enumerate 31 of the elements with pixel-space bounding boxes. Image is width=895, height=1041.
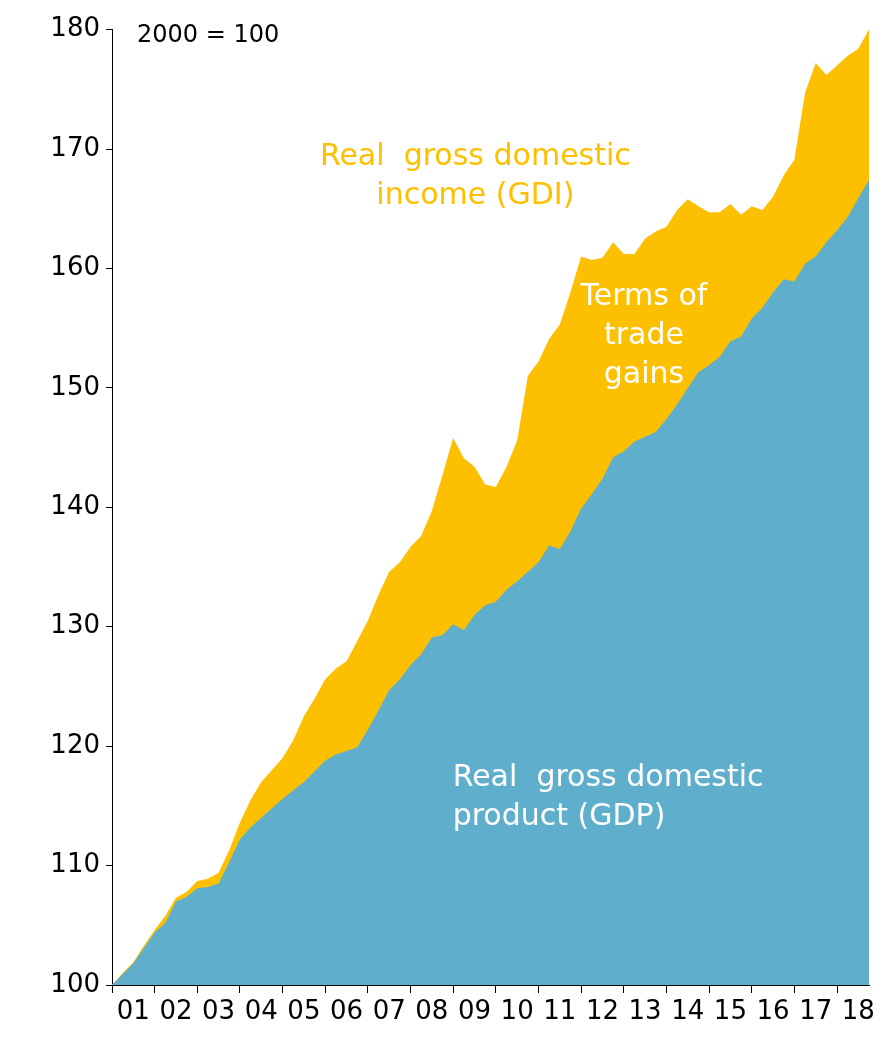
- x-tick-label: 07: [372, 995, 406, 1026]
- x-tick-label: 12: [585, 995, 619, 1026]
- x-tick-label: 18: [841, 995, 875, 1026]
- y-tick-label: 150: [50, 370, 100, 401]
- x-tick-label: 02: [159, 995, 193, 1026]
- y-tick-label: 180: [50, 12, 100, 43]
- x-tick-label: 04: [244, 995, 278, 1026]
- x-tick-label: 11: [543, 995, 577, 1026]
- y-tick-label: 140: [50, 490, 100, 521]
- x-tick-label: 10: [500, 995, 534, 1026]
- x-tick-label: 08: [415, 995, 449, 1026]
- y-tick-label: 120: [50, 728, 100, 759]
- x-tick-label: 13: [628, 995, 662, 1026]
- annotation: Terms of trade gains: [579, 276, 709, 390]
- x-tick-label: 06: [330, 995, 364, 1026]
- x-tick-label: 15: [713, 995, 747, 1026]
- x-tick-label: 01: [116, 995, 150, 1026]
- y-tick-label: 170: [50, 131, 100, 162]
- y-tick-label: 110: [50, 848, 100, 879]
- series-label: Real gross domestic product (GDP): [452, 757, 764, 832]
- y-tick-label: 130: [50, 609, 100, 640]
- annotation: 2000 = 100: [137, 20, 280, 49]
- y-tick-label: 100: [50, 967, 100, 998]
- x-tick-label: 17: [799, 995, 833, 1026]
- x-tick-label: 14: [671, 995, 705, 1026]
- x-tick-label: 09: [457, 995, 492, 1026]
- x-tick-label: 05: [287, 995, 321, 1026]
- x-tick-label: 03: [202, 995, 236, 1026]
- y-tick-label: 160: [50, 251, 100, 282]
- x-tick-label: 16: [756, 995, 790, 1026]
- series-label: Real gross domestic income (GDI): [319, 136, 631, 211]
